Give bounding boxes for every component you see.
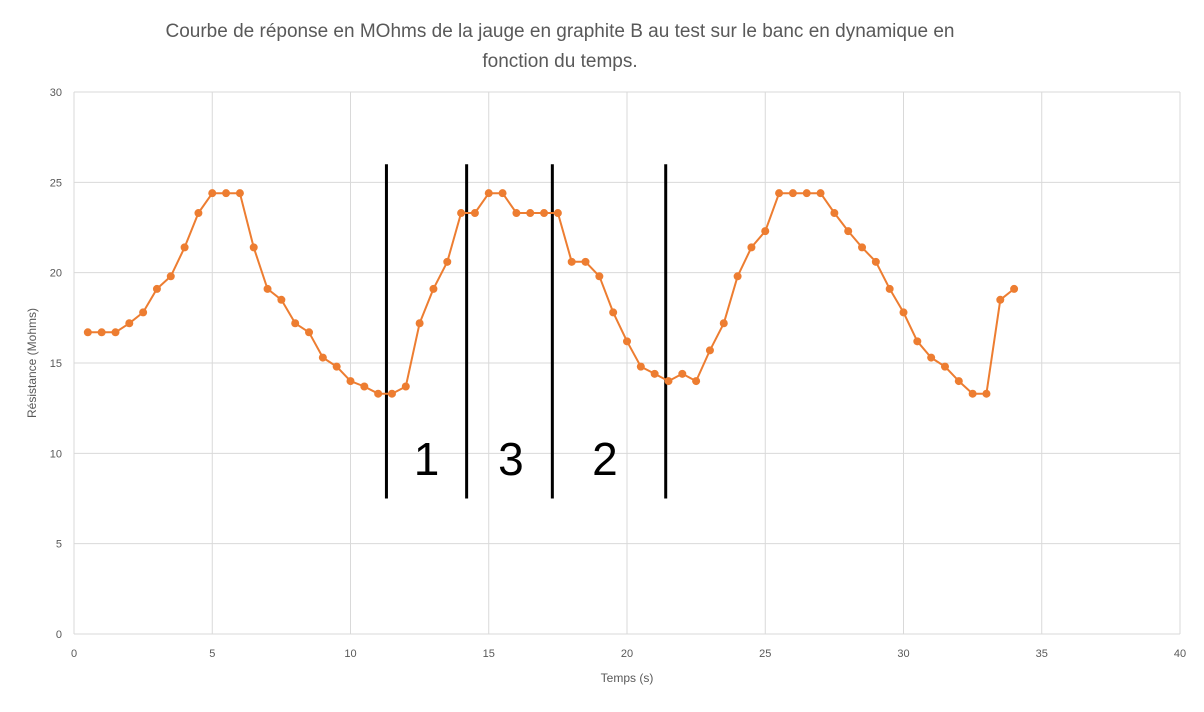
x-axis-title: Temps (s) xyxy=(601,671,654,685)
y-tick-label: 0 xyxy=(56,629,62,641)
data-point xyxy=(733,272,742,281)
x-tick-label: 15 xyxy=(483,648,495,660)
x-tick-label: 0 xyxy=(71,648,77,660)
data-point xyxy=(705,346,714,355)
data-point xyxy=(374,389,383,398)
data-point xyxy=(332,362,341,371)
data-point xyxy=(761,227,770,236)
data-point xyxy=(899,308,908,317)
data-point xyxy=(401,382,410,391)
y-tick-label: 10 xyxy=(50,448,62,460)
y-tick-label: 30 xyxy=(50,87,62,99)
tick-labels: 0 5 10 15 20 25 30 0 5 10 15 20 25 30 35 40 xyxy=(50,87,1186,660)
data-point xyxy=(968,389,977,398)
data-series xyxy=(83,189,1019,398)
data-point xyxy=(111,328,120,337)
data-point xyxy=(360,382,369,391)
chart-title-line-1: Courbe de réponse en MOhms de la jauge e… xyxy=(165,21,954,42)
data-point xyxy=(166,272,175,281)
y-tick-label: 25 xyxy=(50,177,62,189)
y-tick-label: 5 xyxy=(56,539,62,551)
data-point xyxy=(595,272,604,281)
data-point xyxy=(567,257,576,266)
data-point xyxy=(982,389,991,398)
data-point xyxy=(830,209,839,218)
data-point xyxy=(940,362,949,371)
data-point xyxy=(512,209,521,218)
data-point xyxy=(222,189,231,198)
data-point xyxy=(263,284,272,293)
gridlines xyxy=(73,91,1181,635)
data-point xyxy=(97,328,106,337)
data-point xyxy=(692,377,701,386)
zone-label: 3 xyxy=(498,433,524,485)
data-point xyxy=(788,189,797,198)
data-point xyxy=(180,243,189,252)
data-point xyxy=(871,257,880,266)
data-point xyxy=(443,257,452,266)
data-point xyxy=(318,353,327,362)
data-point xyxy=(1010,284,1019,293)
data-point xyxy=(996,295,1005,304)
data-point xyxy=(885,284,894,293)
annotations: 1 3 2 xyxy=(384,164,668,499)
x-tick-label: 40 xyxy=(1174,648,1186,660)
data-point xyxy=(913,337,922,346)
x-tick-label: 10 xyxy=(344,648,356,660)
data-point xyxy=(470,209,479,218)
data-point xyxy=(208,189,217,198)
data-point xyxy=(291,319,300,328)
data-point xyxy=(305,328,314,337)
data-point xyxy=(581,257,590,266)
data-point xyxy=(719,319,728,328)
data-point xyxy=(346,377,355,386)
data-point xyxy=(650,369,659,378)
x-tick-label: 25 xyxy=(759,648,771,660)
data-point xyxy=(498,189,507,198)
zone-label: 2 xyxy=(592,433,618,485)
data-point xyxy=(844,227,853,236)
data-point xyxy=(636,362,645,371)
zone-label: 1 xyxy=(414,433,440,485)
x-tick-label: 20 xyxy=(621,648,633,660)
data-point xyxy=(540,209,549,218)
y-tick-label: 15 xyxy=(50,358,62,370)
data-point xyxy=(457,209,466,218)
data-point xyxy=(664,377,673,386)
y-tick-label: 20 xyxy=(50,268,62,280)
data-point xyxy=(83,328,92,337)
y-axis-title: Résistance (Mohms) xyxy=(25,308,39,418)
data-point xyxy=(249,243,258,252)
data-point xyxy=(387,389,396,398)
data-point xyxy=(816,189,825,198)
data-point xyxy=(139,308,148,317)
data-point xyxy=(194,209,203,218)
data-point xyxy=(858,243,867,252)
data-point xyxy=(609,308,618,317)
x-tick-label: 35 xyxy=(1036,648,1048,660)
data-point xyxy=(235,189,244,198)
data-point xyxy=(927,353,936,362)
data-point xyxy=(678,369,687,378)
data-point xyxy=(277,295,286,304)
data-point xyxy=(954,377,963,386)
x-tick-label: 5 xyxy=(209,648,215,660)
data-point xyxy=(484,189,493,198)
data-point xyxy=(429,284,438,293)
data-point xyxy=(747,243,756,252)
data-point xyxy=(125,319,134,328)
x-tick-label: 30 xyxy=(897,648,909,660)
data-point xyxy=(415,319,424,328)
data-point xyxy=(775,189,784,198)
data-point xyxy=(802,189,811,198)
data-point xyxy=(152,284,161,293)
data-point xyxy=(553,209,562,218)
data-point xyxy=(623,337,631,346)
chart-title-line-2: fonction du temps. xyxy=(482,51,637,72)
data-point xyxy=(526,209,535,218)
